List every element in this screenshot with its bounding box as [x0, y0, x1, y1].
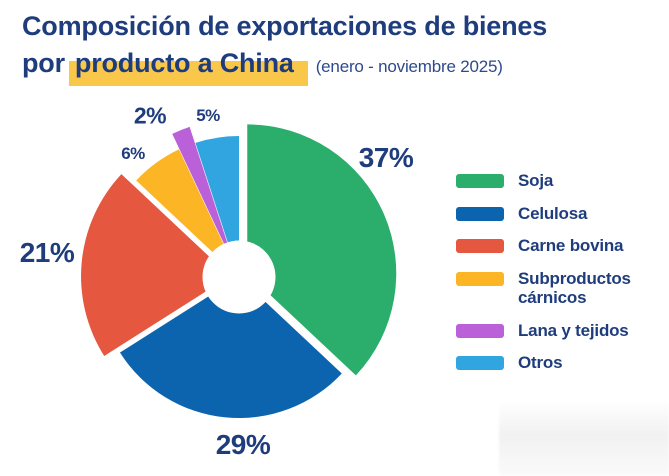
- legend-label-lana-y-tejidos: Lana y tejidos: [518, 320, 629, 340]
- legend-label-subproductos-c-rnicos: Subproductos cárnicos: [518, 268, 631, 308]
- percent-label-soja: 37%: [358, 142, 414, 173]
- percent-label-subproductos-c-rnicos: 6%: [121, 144, 145, 163]
- legend-item-otros: Otros: [456, 353, 661, 373]
- watermark: [499, 401, 669, 476]
- legend-label-otros: Otros: [518, 353, 563, 373]
- legend-swatch-soja: [456, 174, 504, 188]
- legend-item-subproductos-c-rnicos: Subproductos cárnicos: [456, 269, 661, 308]
- pie-slice-subproductos-c-rnicos: [136, 149, 239, 277]
- legend-item-celulosa: Celulosa: [456, 204, 661, 224]
- pie-slice-otros: [195, 136, 239, 277]
- pie-slice-celulosa: [119, 277, 342, 418]
- legend-swatch-lana-y-tejidos: [456, 323, 504, 338]
- donut-hole: [202, 240, 276, 314]
- legend-item-lana-y-tejidos: Lana y tejidos: [456, 321, 661, 341]
- percent-label-celulosa: 29%: [215, 429, 271, 460]
- title-line-2: por producto a China (enero - noviembre …: [22, 47, 652, 86]
- subtitle-period: (enero - noviembre 2025): [315, 56, 503, 76]
- pie-slice-lana-y-tejidos: [172, 126, 236, 269]
- title-prefix: por: [22, 47, 65, 78]
- title-line-1: Composición de exportaciones de bienes: [22, 11, 548, 41]
- legend-label-celulosa: Celulosa: [518, 203, 588, 223]
- chart-legend: Soja Celulosa Carne bovina Subproductos cár…: [456, 171, 661, 373]
- percent-label-carne-bovina: 21%: [19, 237, 75, 268]
- legend-swatch-otros: [456, 356, 504, 371]
- legend-item-carne-bovina: Carne bovina: [456, 236, 661, 256]
- legend-item-soja: Soja: [456, 171, 661, 191]
- title-highlighted-text: producto a China: [68, 47, 308, 86]
- chart-header: Composición de exportaciones de bienes p…: [22, 6, 652, 86]
- legend-swatch-carne-bovina: [456, 239, 504, 254]
- legend-swatch-subproductos-c-rnicos: [456, 271, 504, 286]
- pie-slice-carne-bovina: [81, 174, 231, 356]
- percent-label-otros: 5%: [196, 106, 220, 125]
- legend-label-carne-bovina: Carne bovina: [518, 236, 624, 256]
- legend-label-soja: Soja: [518, 171, 554, 190]
- percent-label-lana-y-tejidos: 2%: [133, 102, 167, 129]
- pie-slice-soja: [247, 124, 397, 376]
- legend-swatch-celulosa: [456, 206, 504, 221]
